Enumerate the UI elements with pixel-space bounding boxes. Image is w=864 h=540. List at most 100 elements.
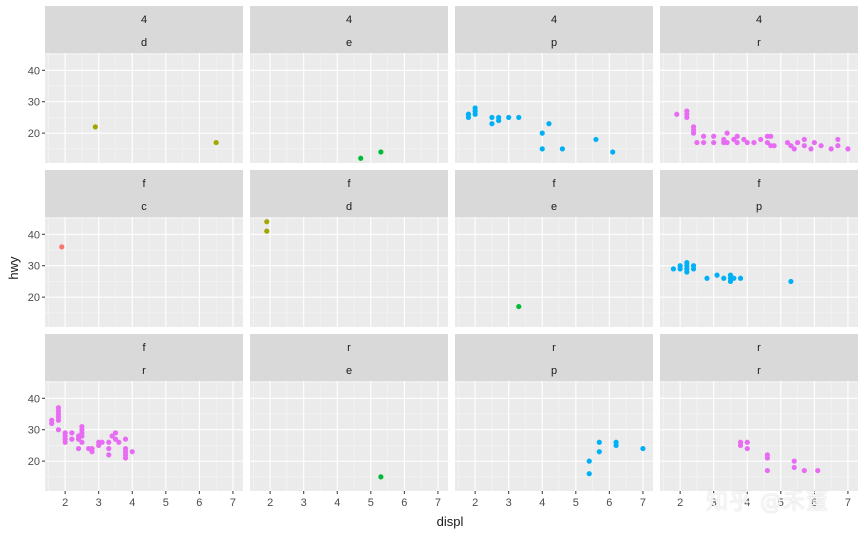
data-point	[751, 139, 757, 146]
data-point	[378, 149, 384, 155]
facet-strip	[250, 6, 448, 53]
data-point	[744, 439, 750, 445]
panel-background	[455, 381, 653, 491]
x-tick-label: 7	[230, 497, 236, 509]
data-point	[613, 439, 619, 445]
x-tick-label: 6	[401, 497, 407, 509]
data-point	[79, 433, 85, 439]
data-point	[358, 155, 364, 161]
x-tick-label: 7	[845, 497, 851, 509]
data-point	[264, 219, 270, 225]
facet-strip	[45, 6, 243, 53]
facet-strip	[660, 334, 858, 381]
strip-label-class: r	[757, 37, 761, 49]
data-point	[264, 228, 270, 234]
panel-background	[45, 381, 243, 491]
panel-background	[45, 217, 243, 327]
panel-background	[660, 53, 858, 163]
y-tick-label: 40	[28, 65, 40, 77]
x-tick-label: 3	[711, 497, 717, 509]
data-point	[734, 139, 740, 146]
x-tick-label: 2	[62, 497, 68, 509]
data-point	[744, 445, 750, 452]
data-point	[731, 136, 737, 143]
data-point	[694, 139, 700, 146]
strip-label-drv: 4	[551, 14, 557, 26]
strip-label-class: e	[346, 365, 352, 377]
data-point	[684, 269, 690, 275]
facet-strip	[250, 334, 448, 381]
strip-label-class: d	[141, 37, 147, 49]
x-tick-label: 7	[640, 497, 646, 509]
data-point	[690, 263, 697, 269]
strip-label-class: r	[757, 365, 761, 377]
data-point	[213, 139, 219, 146]
data-point	[701, 133, 707, 139]
data-point	[731, 275, 737, 281]
data-point	[811, 139, 817, 146]
data-point	[516, 114, 522, 121]
data-point	[539, 130, 545, 136]
data-point	[791, 458, 797, 464]
data-point	[768, 133, 774, 139]
data-point	[55, 408, 62, 414]
data-point	[711, 139, 717, 146]
data-point	[69, 436, 75, 442]
strip-label-class: c	[141, 201, 147, 213]
data-point	[610, 149, 616, 155]
x-tick-label: 5	[368, 497, 374, 509]
data-point	[808, 146, 814, 152]
data-point	[116, 439, 122, 445]
strip-label-class: d	[346, 201, 352, 213]
data-point	[818, 143, 824, 149]
strip-label-drv: f	[347, 178, 351, 190]
strip-label-class: p	[756, 201, 762, 213]
x-tick-label: 7	[435, 497, 441, 509]
data-point	[711, 133, 717, 139]
data-point	[69, 430, 75, 436]
data-point	[704, 275, 710, 281]
data-point	[539, 146, 545, 152]
x-tick-label: 6	[606, 497, 612, 509]
data-point	[845, 146, 851, 152]
y-tick-label: 20	[28, 128, 40, 140]
panel-background	[660, 217, 858, 327]
data-point	[112, 436, 119, 442]
y-tick-label: 40	[28, 229, 40, 241]
strip-label-class: p	[551, 365, 557, 377]
data-point	[724, 130, 730, 136]
data-point	[734, 133, 740, 139]
x-tick-label: 5	[778, 497, 784, 509]
panel-background	[250, 53, 448, 163]
y-tick-label: 30	[28, 261, 40, 273]
data-point	[640, 445, 646, 452]
data-point	[828, 146, 834, 152]
data-point	[75, 436, 82, 442]
strip-label-class: r	[142, 365, 146, 377]
panel-background	[660, 381, 858, 491]
strip-label-drv: 4	[141, 14, 147, 26]
x-tick-label: 2	[472, 497, 478, 509]
facet-strip	[660, 170, 858, 217]
x-tick-label: 6	[196, 497, 202, 509]
data-point	[506, 114, 512, 121]
data-point	[670, 266, 677, 272]
data-point	[677, 263, 683, 269]
data-point	[489, 121, 495, 127]
data-point	[559, 146, 565, 152]
data-point	[721, 136, 727, 143]
data-point	[106, 439, 112, 445]
strip-label-drv: f	[142, 342, 146, 354]
y-axis-title: hwy	[6, 256, 21, 280]
data-point	[596, 449, 602, 455]
x-tick-label: 3	[301, 497, 307, 509]
data-point	[59, 244, 65, 250]
data-point	[546, 121, 552, 127]
data-point	[92, 124, 98, 130]
x-tick-label: 4	[744, 497, 750, 509]
data-point	[596, 439, 602, 445]
data-point	[835, 143, 841, 149]
data-point	[112, 430, 119, 436]
data-point	[378, 474, 384, 480]
data-point	[472, 111, 478, 117]
